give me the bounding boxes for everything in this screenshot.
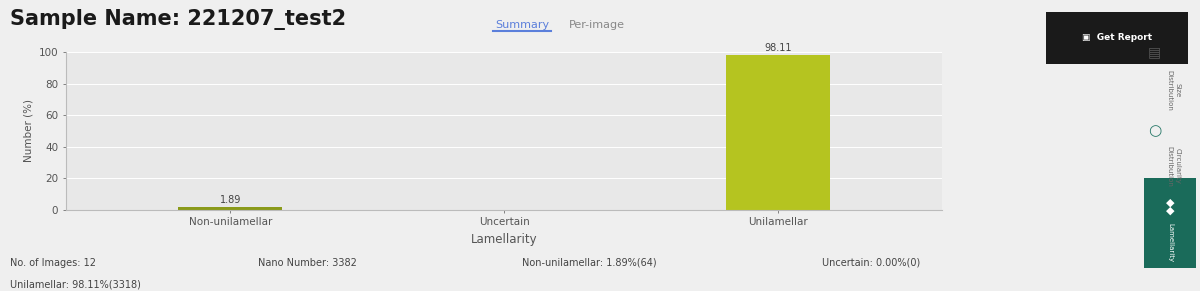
Bar bbox=[179, 207, 282, 210]
Bar bbox=[726, 55, 829, 210]
Text: Nano Number: 3382: Nano Number: 3382 bbox=[258, 258, 356, 267]
Text: ▣  Get Report: ▣ Get Report bbox=[1082, 33, 1152, 42]
Text: Summary: Summary bbox=[494, 20, 550, 30]
Text: Per-image: Per-image bbox=[569, 20, 624, 30]
Text: Sample Name: 221207_test2: Sample Name: 221207_test2 bbox=[10, 9, 346, 30]
Text: ○: ○ bbox=[1147, 123, 1162, 139]
Text: ▤: ▤ bbox=[1148, 45, 1160, 59]
Text: Size
Distribution: Size Distribution bbox=[1166, 70, 1181, 111]
Text: ◆
◆: ◆ ◆ bbox=[1165, 198, 1175, 215]
X-axis label: Lamellarity: Lamellarity bbox=[470, 233, 538, 246]
Y-axis label: Number (%): Number (%) bbox=[23, 100, 34, 162]
Text: Lamellarity: Lamellarity bbox=[1166, 223, 1174, 262]
Text: 1.89: 1.89 bbox=[220, 195, 241, 205]
Text: Circularity
Distribution: Circularity Distribution bbox=[1166, 146, 1181, 186]
Text: Uncertain: 0.00%(0): Uncertain: 0.00%(0) bbox=[822, 258, 920, 267]
Text: No. of Images: 12: No. of Images: 12 bbox=[10, 258, 96, 267]
Text: Non-unilamellar: 1.89%(64): Non-unilamellar: 1.89%(64) bbox=[522, 258, 656, 267]
Text: Unilamellar: 98.11%(3318): Unilamellar: 98.11%(3318) bbox=[10, 279, 140, 289]
Text: 98.11: 98.11 bbox=[764, 43, 792, 54]
